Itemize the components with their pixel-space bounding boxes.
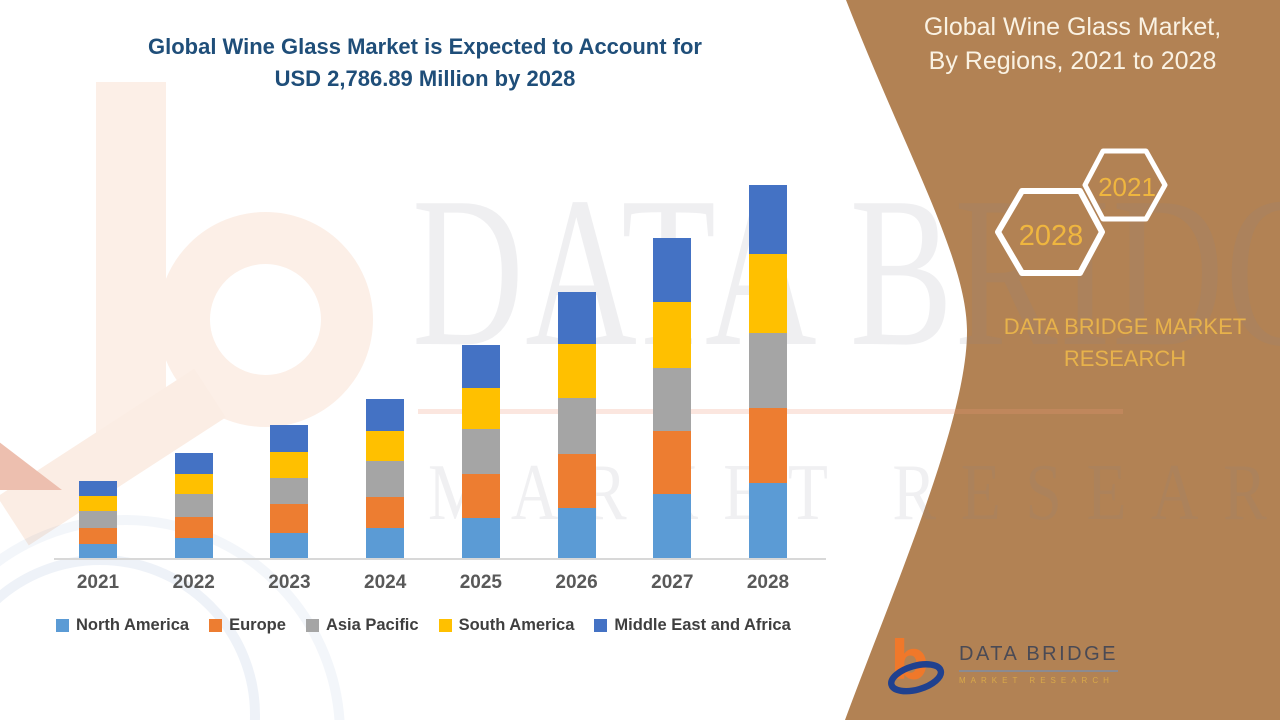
- brand-line2: RESEARCH: [1063, 346, 1187, 371]
- legend-label-south-america: South America: [458, 616, 575, 634]
- bar-segment-europe-2024: [366, 496, 405, 528]
- bar-segment-south-america-2028: [749, 253, 787, 333]
- bar-segment-south-america-2022: [174, 473, 213, 495]
- x-axis-label-2021: 2021: [76, 572, 120, 593]
- bar-segment-north-america-2021: [79, 543, 117, 559]
- bar-segment-north-america-2023: [270, 532, 309, 559]
- legend-item-asia-pacific: Asia Pacific: [305, 616, 419, 635]
- legend-item-south-america: South America: [438, 616, 575, 635]
- bar-segment-europe-2028: [749, 408, 787, 484]
- bar-segment-south-america-2024: [366, 430, 405, 462]
- x-axis-line: [54, 558, 826, 560]
- bar-segment-europe-2022: [174, 516, 213, 538]
- chart-legend: North America Europe Asia Pacific South Ame…: [56, 616, 791, 635]
- logo-text-block: DATA BRIDGE MARKET RESEARCH: [959, 643, 1119, 685]
- legend-item-north-america: North America: [56, 616, 189, 635]
- legend-item-europe: Europe: [209, 616, 286, 635]
- hexagon-2021: [1082, 148, 1168, 222]
- bar-segment-middle-east-and-africa-2027: [653, 238, 692, 303]
- legend-item-middle-east-and-africa: Middle East and Africa: [594, 616, 791, 635]
- bar-segment-south-america-2025: [461, 387, 500, 430]
- data-bridge-logo: b DATA BRIDGE MARKET RESEARCH: [885, 630, 1119, 698]
- watermark-text-data-bridge: DATA BRIDGE: [412, 152, 1280, 391]
- logo-name: DATA BRIDGE: [959, 643, 1119, 672]
- panel-header: Global Wine Glass Market, By Regions, 20…: [870, 10, 1275, 78]
- legend-label-asia-pacific: Asia Pacific: [325, 616, 419, 634]
- x-axis-label-2024: 2024: [364, 572, 407, 593]
- logo-tagline: MARKET RESEARCH: [959, 676, 1114, 685]
- chart-title-line1: Global Wine Glass Market is Expected to …: [148, 34, 702, 59]
- bar-segment-north-america-2025: [461, 517, 500, 559]
- bar-segment-middle-east-and-africa-2026: [557, 291, 596, 344]
- bar-segment-asia-pacific-2025: [461, 429, 500, 474]
- x-axis-label-2028: 2028: [746, 572, 790, 593]
- bar-segment-middle-east-and-africa-2028: [749, 185, 787, 254]
- legend-label-europe: Europe: [229, 616, 286, 634]
- panel-header-line1: Global Wine Glass Market,: [923, 13, 1222, 41]
- hexagon-2028-label: 2028: [1019, 220, 1084, 252]
- bar-segment-asia-pacific-2027: [653, 367, 692, 431]
- x-axis-label-2026: 2026: [555, 572, 598, 593]
- bar-segment-asia-pacific-2024: [366, 461, 405, 497]
- legend-label-north-america: North America: [76, 616, 190, 634]
- bar-chart-plot: [0, 182, 860, 559]
- bar-segment-south-america-2023: [270, 451, 309, 478]
- bar-segment-north-america-2026: [557, 507, 596, 559]
- bar-segment-middle-east-and-africa-2025: [461, 344, 500, 388]
- chart-title-line2: USD 2,786.89 Million by 2028: [274, 66, 576, 91]
- hexagon-2028: [995, 188, 1105, 276]
- bar-segment-asia-pacific-2023: [270, 477, 309, 505]
- bar-segment-middle-east-and-africa-2023: [270, 424, 309, 452]
- bar-segment-middle-east-and-africa-2024: [366, 398, 405, 431]
- bar-segment-south-america-2026: [557, 343, 596, 398]
- bar-segment-europe-2025: [461, 473, 500, 518]
- bar-segment-europe-2021: [79, 528, 117, 544]
- x-axis-label-2023: 2023: [268, 572, 311, 593]
- right-panel-shape: [845, 0, 1280, 720]
- legend-swatch-north-america: [56, 619, 69, 632]
- bar-segment-north-america-2022: [174, 537, 213, 559]
- x-axis-labels: 2021 2022 2023 2024 2025 2026 2027 2028: [0, 572, 860, 600]
- panel-header-line2: By Regions, 2021 to 2028: [928, 47, 1217, 75]
- bar-segment-south-america-2021: [79, 496, 117, 512]
- bar-segment-europe-2027: [653, 430, 692, 494]
- watermark-logo-bar: [96, 82, 166, 447]
- bar-segment-europe-2023: [270, 504, 309, 533]
- x-axis-label-2025: 2025: [459, 572, 502, 593]
- legend-label-middle-east-and-africa: Middle East and Africa: [614, 616, 791, 634]
- legend-swatch-europe: [209, 619, 223, 632]
- bar-segment-north-america-2027: [653, 493, 692, 559]
- bar-segment-south-america-2027: [653, 302, 692, 368]
- x-axis-label-2022: 2022: [172, 572, 215, 593]
- bar-segment-middle-east-and-africa-2021: [79, 480, 117, 497]
- hexagon-2021-label: 2021: [1098, 172, 1156, 202]
- data-bridge-b-icon: b: [888, 630, 945, 695]
- legend-swatch-middle-east-and-africa: [594, 619, 608, 632]
- chart-title: Global Wine Glass Market is Expected to …: [15, 31, 835, 95]
- bar-segment-asia-pacific-2022: [174, 494, 213, 517]
- bar-segment-middle-east-and-africa-2022: [174, 452, 213, 474]
- bar-segment-north-america-2028: [749, 483, 787, 559]
- bar-segment-asia-pacific-2021: [79, 511, 117, 529]
- bar-segment-north-america-2024: [366, 527, 405, 559]
- brand-text: DATA BRIDGE MARKET RESEARCH: [950, 311, 1280, 375]
- brand-line1: DATA BRIDGE MARKET: [1003, 314, 1247, 339]
- logo-swoosh: [888, 661, 945, 695]
- bar-segment-europe-2026: [557, 453, 596, 508]
- svg-text:b: b: [890, 630, 928, 692]
- x-axis-label-2027: 2027: [651, 572, 694, 593]
- bar-segment-asia-pacific-2028: [749, 332, 787, 409]
- legend-swatch-asia-pacific: [305, 619, 319, 632]
- legend-swatch-south-america: [438, 619, 452, 632]
- bar-segment-asia-pacific-2026: [557, 397, 596, 454]
